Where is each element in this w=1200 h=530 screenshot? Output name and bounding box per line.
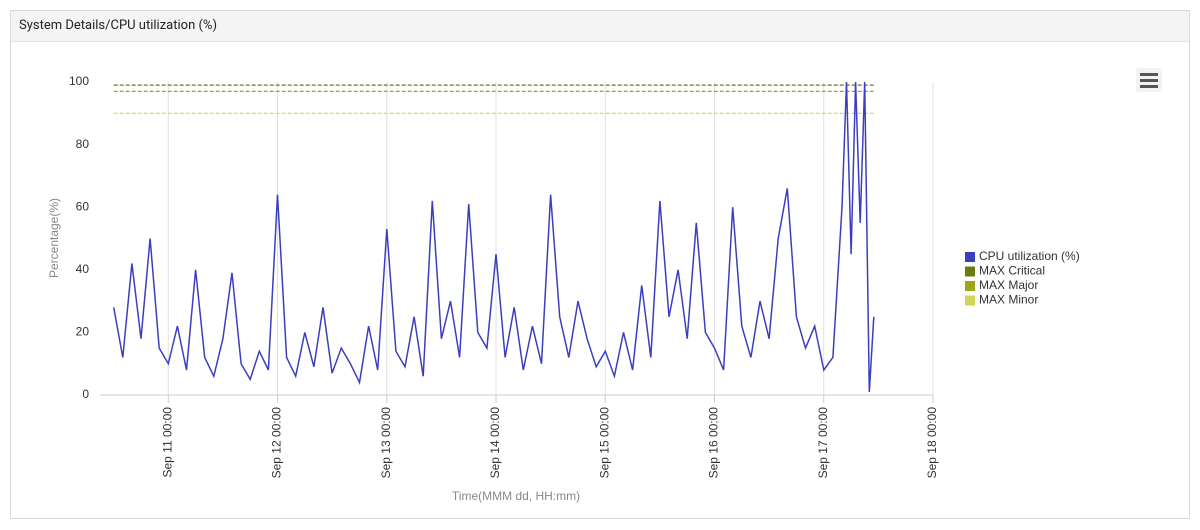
y-tick-label: 60 — [76, 199, 90, 213]
legend-swatch — [965, 295, 975, 306]
line-series — [112, 81, 875, 392]
y-tick-label: 80 — [76, 137, 90, 151]
legend-label: CPU utilization (%) — [979, 249, 1080, 263]
legend-label: MAX Minor — [979, 293, 1038, 307]
legend-swatch — [965, 281, 975, 291]
y-axis-title: Percentage(%) — [47, 198, 61, 278]
panel-title: System Details/CPU utilization (%) — [11, 11, 1189, 42]
x-tick-label: Sep 11 00:00 — [160, 407, 174, 478]
legend-swatch — [965, 266, 975, 277]
y-tick-label: 20 — [76, 325, 90, 339]
legend-label: MAX Critical — [979, 264, 1045, 278]
x-tick-label: Sep 15 00:00 — [597, 407, 611, 479]
menu-icon-bar[interactable] — [1140, 79, 1158, 82]
menu-button[interactable] — [1136, 68, 1162, 92]
x-tick-label: Sep 17 00:00 — [816, 407, 830, 479]
menu-icon-bar[interactable] — [1140, 73, 1158, 76]
x-tick-label: Sep 13 00:00 — [379, 407, 393, 479]
legend-swatch — [965, 252, 975, 262]
x-tick-label: Sep 14 00:00 — [488, 407, 502, 479]
menu-icon-bar[interactable] — [1140, 85, 1158, 88]
x-tick-label: Sep 16 00:00 — [707, 407, 721, 479]
x-axis-title: Time(MMM dd, HH:mm) — [452, 489, 580, 503]
y-tick-label: 100 — [69, 74, 89, 88]
y-tick-label: 0 — [82, 387, 89, 401]
legend-label: MAX Major — [979, 278, 1038, 292]
panel: System Details/CPU utilization (%) — [10, 10, 1190, 519]
x-tick-label: Sep 12 00:00 — [270, 407, 284, 479]
y-tick-label: 40 — [76, 262, 90, 276]
x-tick-label: Sep 18 00:00 — [925, 407, 939, 479]
